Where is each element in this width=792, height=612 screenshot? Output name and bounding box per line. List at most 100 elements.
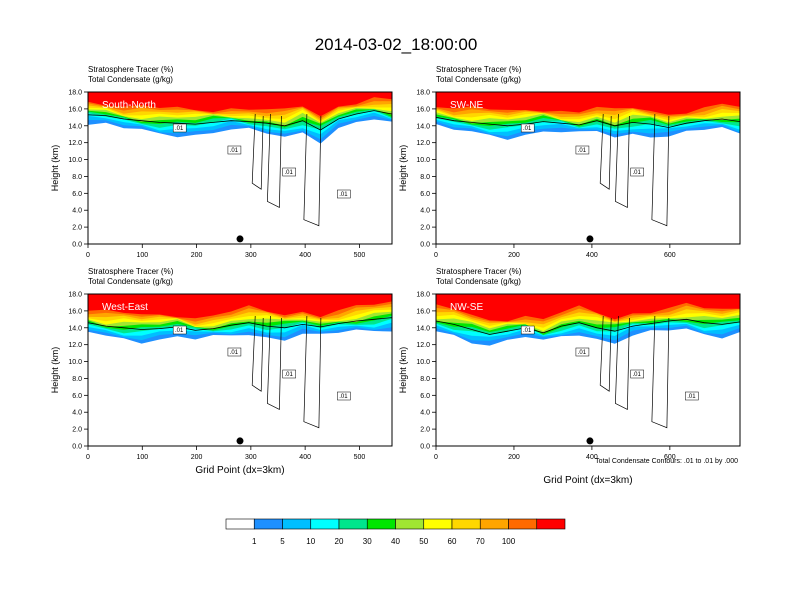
x-tick-label: 0 bbox=[434, 252, 438, 259]
y-tick-label: 12.0 bbox=[68, 140, 82, 147]
colorbar-swatch bbox=[395, 518, 425, 530]
x-tick-label: 200 bbox=[191, 252, 203, 259]
condensate-contour-plume bbox=[599, 315, 612, 392]
y-tick-label: 0.0 bbox=[420, 444, 430, 451]
x-tick-label: 100 bbox=[136, 454, 148, 461]
condensate-contour-plume bbox=[251, 315, 264, 392]
contour-label-box bbox=[520, 325, 535, 335]
location-marker bbox=[236, 235, 244, 243]
figure-title: 2014-03-02_18:00:00 bbox=[315, 35, 478, 54]
colorbar-swatch bbox=[282, 518, 312, 530]
y-axis-label: Height (km) bbox=[398, 145, 408, 192]
contour-label-box bbox=[172, 325, 187, 335]
colorbar-swatch bbox=[451, 518, 481, 530]
y-axis-label: Height (km) bbox=[50, 347, 60, 394]
colorbar-tick-label: 1 bbox=[252, 537, 257, 546]
contour-label: .01 bbox=[578, 148, 587, 154]
contour-label-box bbox=[172, 123, 187, 133]
panel-label-line1: Stratosphere Tracer (%) bbox=[436, 267, 522, 276]
y-tick-label: 4.0 bbox=[72, 410, 82, 417]
y-tick-label: 10.0 bbox=[416, 359, 430, 366]
x-tick-label: 400 bbox=[586, 252, 598, 259]
colorbar-swatch bbox=[253, 518, 283, 530]
colorbar-tick-label: 60 bbox=[448, 537, 457, 546]
contour-label-box bbox=[575, 145, 590, 155]
colorbar-swatch bbox=[479, 518, 509, 530]
colorbar-tick-label: 40 bbox=[391, 537, 400, 546]
tracer-band-11 bbox=[436, 294, 740, 322]
condensate-contour-plume bbox=[303, 315, 322, 429]
y-tick-label: 4.0 bbox=[420, 410, 430, 417]
contour-label: .01 bbox=[632, 170, 641, 176]
plot-frame bbox=[435, 293, 741, 447]
colorbar-swatch bbox=[536, 518, 566, 530]
plot-frame bbox=[87, 91, 393, 245]
y-tick-label: 8.0 bbox=[72, 174, 82, 181]
location-marker bbox=[586, 235, 594, 243]
y-tick-label: 18.0 bbox=[68, 292, 82, 299]
y-tick-label: 12.0 bbox=[68, 342, 82, 349]
tracer-band-11 bbox=[88, 294, 392, 319]
y-tick-label: 6.0 bbox=[420, 393, 430, 400]
y-tick-label: 12.0 bbox=[416, 342, 430, 349]
y-tick-label: 8.0 bbox=[420, 376, 430, 383]
y-tick-label: 16.0 bbox=[416, 308, 430, 315]
tracer-band-11 bbox=[436, 92, 740, 115]
x-tick-label: 600 bbox=[664, 454, 676, 461]
contour-label-box bbox=[337, 189, 351, 199]
y-tick-label: 18.0 bbox=[416, 292, 430, 299]
colorbar: 1 5 10 20 30 40 50 60 70 100 bbox=[225, 518, 566, 546]
panel-label-line1: Stratosphere Tracer (%) bbox=[436, 65, 522, 74]
x-tick-label: 200 bbox=[191, 454, 203, 461]
location-marker bbox=[586, 437, 594, 445]
y-tick-label: 8.0 bbox=[420, 174, 430, 181]
tracer-field: .01 .01 .01 bbox=[436, 92, 740, 227]
colorbar-tick-label: 30 bbox=[363, 537, 372, 546]
y-tick-label: 6.0 bbox=[72, 393, 82, 400]
x-tick-label: 200 bbox=[508, 252, 520, 259]
contour-label: .01 bbox=[175, 126, 184, 132]
contour-label: .01 bbox=[523, 328, 532, 334]
y-tick-label: 18.0 bbox=[416, 90, 430, 97]
panel-label-line1: Stratosphere Tracer (%) bbox=[88, 65, 174, 74]
y-tick-label: 16.0 bbox=[416, 106, 430, 113]
tracer-field: .01 .01 .01 .01 bbox=[88, 92, 392, 227]
y-tick-label: 2.0 bbox=[420, 427, 430, 434]
contour-label: .01 bbox=[175, 328, 184, 334]
y-tick-label: 10.0 bbox=[416, 157, 430, 164]
panel-name: South-North bbox=[102, 100, 156, 111]
colorbar-tick-label: 10 bbox=[306, 537, 315, 546]
contour-label-box bbox=[520, 123, 535, 133]
contour-label-box bbox=[685, 391, 699, 401]
y-tick-label: 2.0 bbox=[420, 225, 430, 232]
condensate-contour-top bbox=[88, 110, 392, 131]
panel-label-line2: Total Condensate (g/kg) bbox=[88, 75, 173, 84]
y-tick-label: 14.0 bbox=[68, 325, 82, 332]
contour-label: .01 bbox=[339, 192, 348, 198]
x-tick-label: 500 bbox=[354, 454, 366, 461]
contour-label: .01 bbox=[632, 372, 641, 378]
panels: .01 .01 .01 .01 South-North Stratosphere Trac… bbox=[50, 65, 741, 486]
panel-label-line2: Total Condensate (g/kg) bbox=[436, 75, 521, 84]
condensate-contour-plume bbox=[599, 113, 612, 190]
colorbar-tick-label: 100 bbox=[502, 537, 516, 546]
y-tick-label: 16.0 bbox=[68, 308, 82, 315]
contour-label: .01 bbox=[578, 350, 587, 356]
colorbar-swatch bbox=[508, 518, 538, 530]
tracer-field: .01 .01 .01 .01 bbox=[436, 294, 740, 429]
panel-2: .01 .01 .01 SW-NE Stratosphere Tracer (%)Tot… bbox=[398, 65, 741, 259]
x-tick-label: 400 bbox=[299, 454, 311, 461]
colorbar-swatch bbox=[423, 518, 453, 530]
x-tick-label: 400 bbox=[586, 454, 598, 461]
contour-label-box bbox=[282, 167, 296, 177]
x-tick-label: 600 bbox=[664, 252, 676, 259]
condensate-contour-plume bbox=[615, 113, 630, 209]
x-tick-label: 0 bbox=[434, 454, 438, 461]
contour-label-box bbox=[337, 391, 351, 401]
y-tick-label: 2.0 bbox=[72, 225, 82, 232]
y-tick-label: 14.0 bbox=[416, 325, 430, 332]
contour-label-box bbox=[575, 347, 590, 357]
colorbar-tick-label: 50 bbox=[419, 537, 428, 546]
condensate-contour-plume bbox=[303, 113, 322, 227]
